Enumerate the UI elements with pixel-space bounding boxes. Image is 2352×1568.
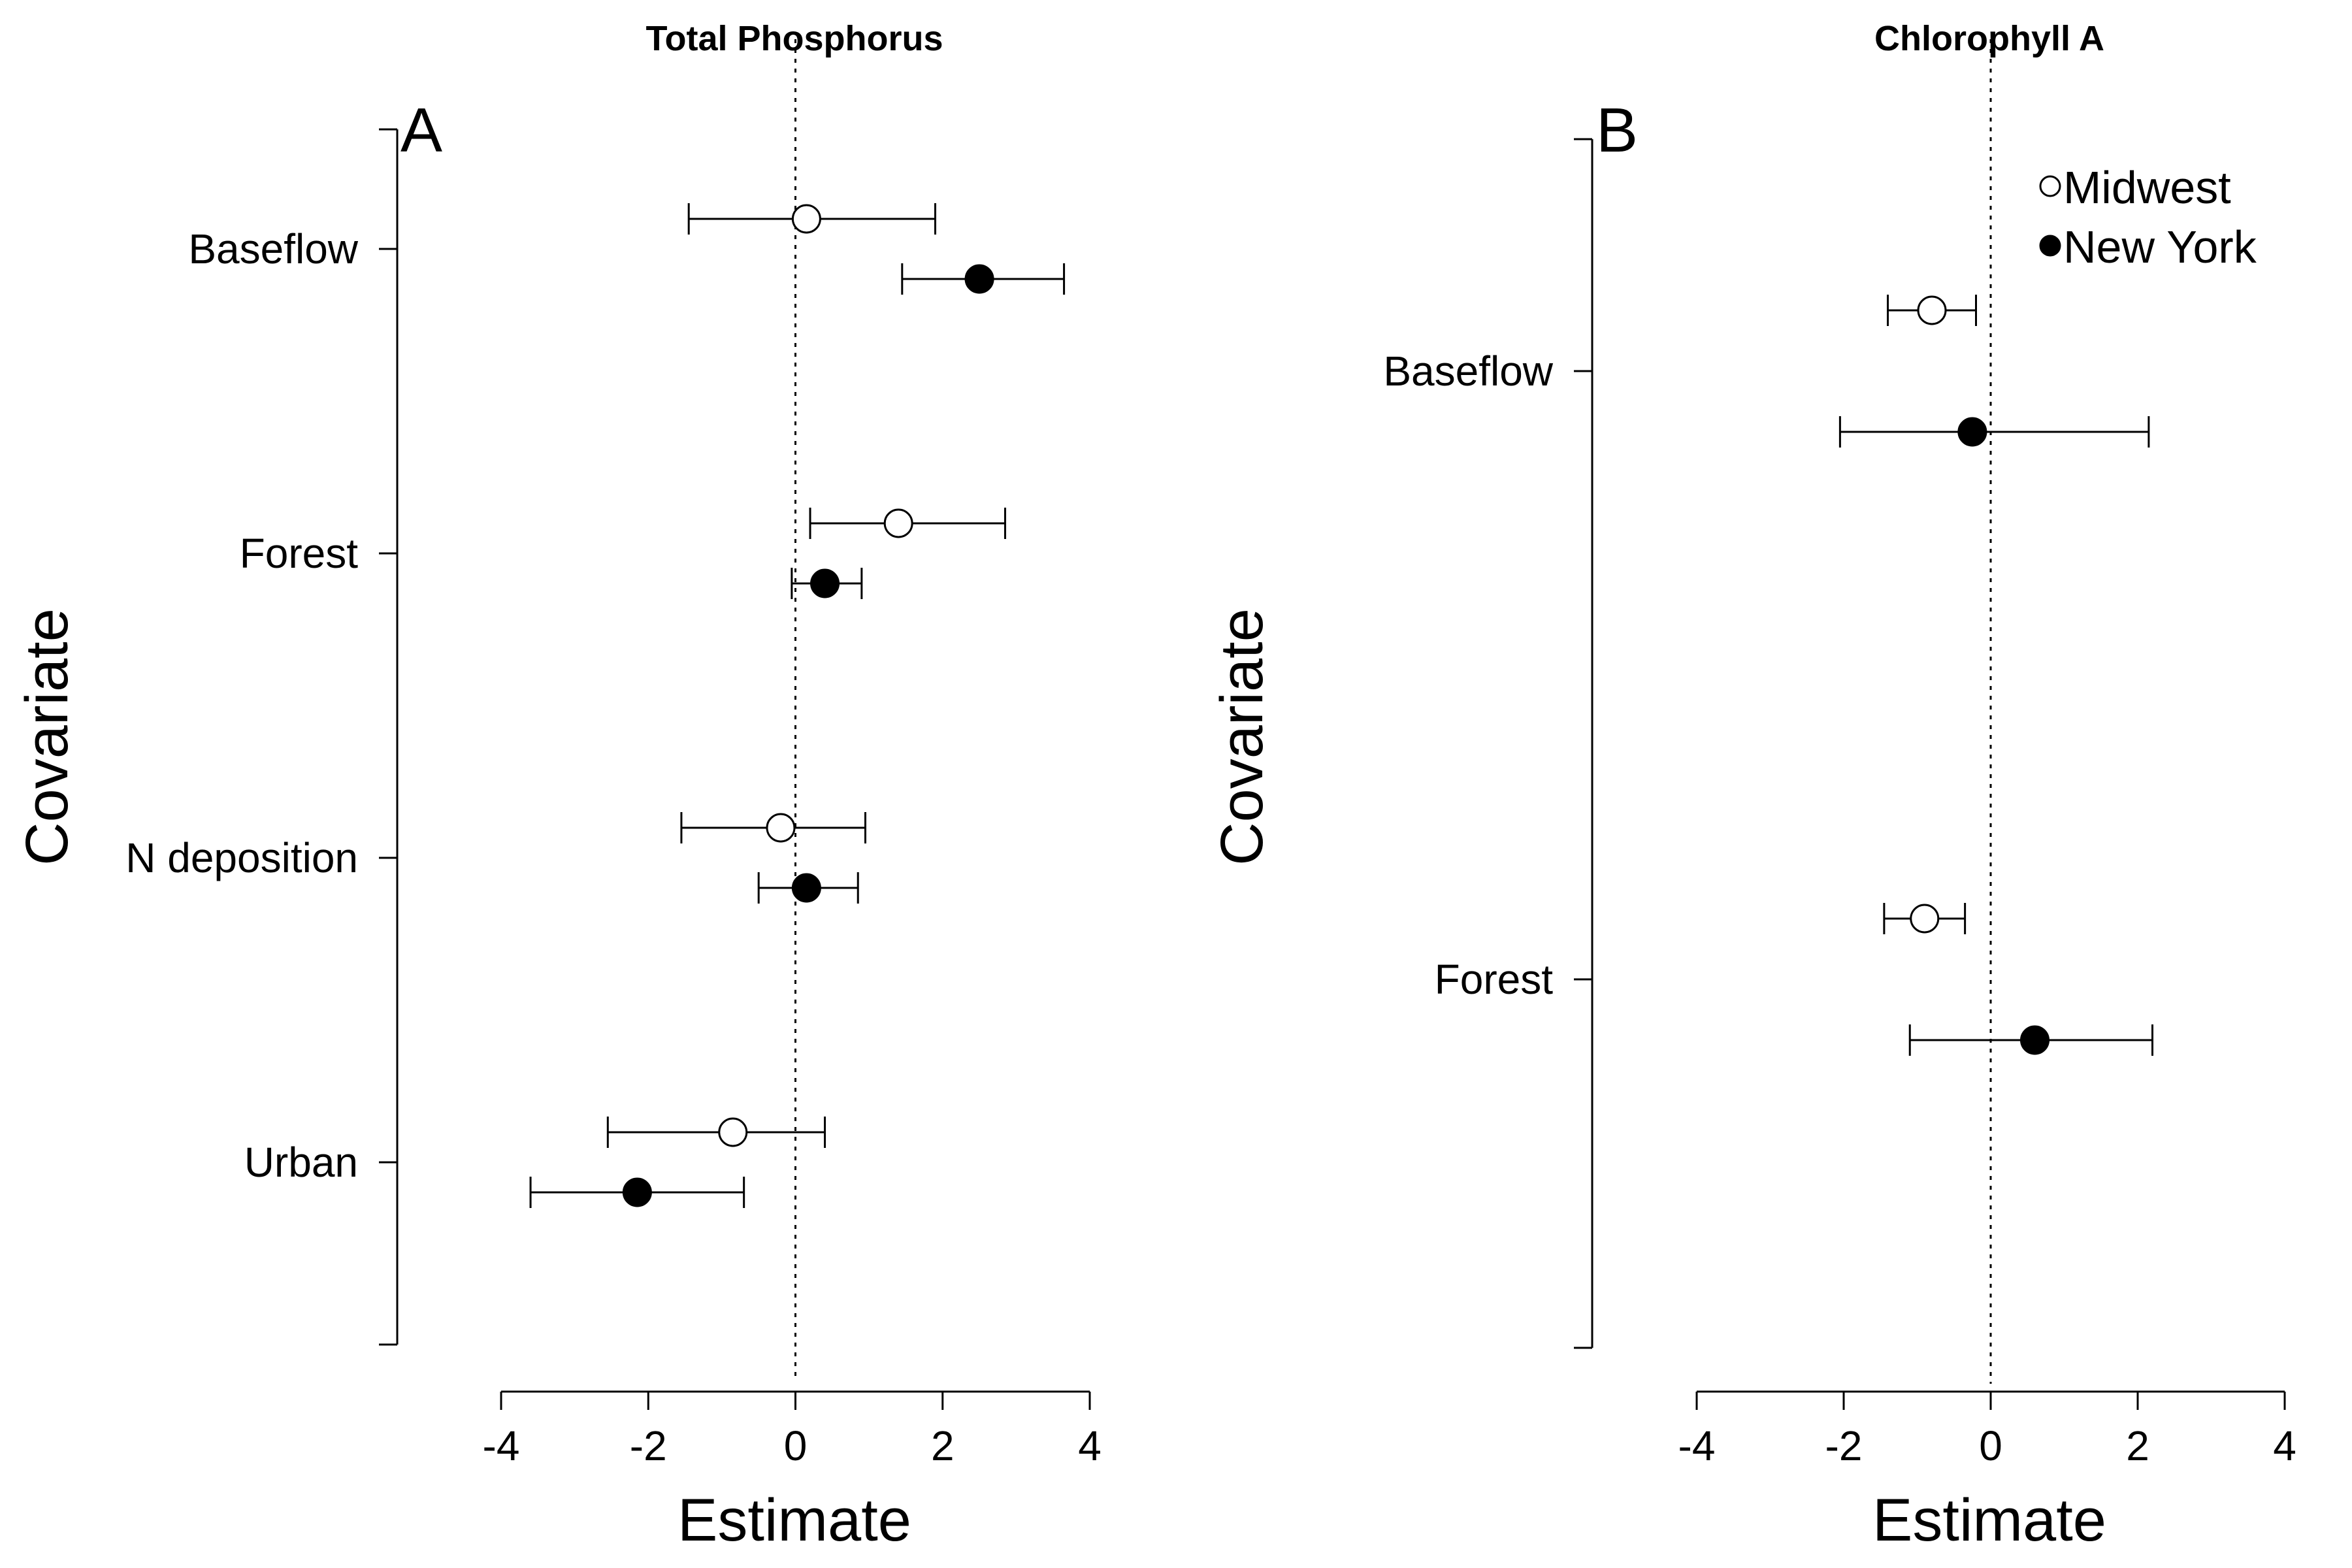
x-tick-label: 4 xyxy=(1078,1422,1102,1469)
y-tick-label: Forest xyxy=(1435,956,1554,1003)
point-new-york xyxy=(2020,1025,2050,1055)
x-axis-title: Estimate xyxy=(678,1487,911,1554)
y-axis-title: Covariate xyxy=(14,608,80,866)
x-tick-label: 0 xyxy=(1979,1422,2002,1469)
x-axis-title: Estimate xyxy=(1872,1487,2106,1554)
point-midwest xyxy=(718,1117,748,1147)
x-tick-label: 2 xyxy=(2126,1422,2149,1469)
legend-marker xyxy=(2039,235,2061,257)
point-new-york xyxy=(791,873,821,903)
legend-marker xyxy=(2039,175,2061,197)
x-tick-label: 4 xyxy=(2273,1422,2296,1469)
y-tick-label: Urban xyxy=(244,1139,358,1186)
y-tick-label: Forest xyxy=(240,530,359,577)
legend-label: New York xyxy=(2063,221,2257,272)
legend-label: Midwest xyxy=(2063,162,2231,213)
panel-label: B xyxy=(1596,95,1638,165)
x-tick-label: -2 xyxy=(1825,1422,1863,1469)
y-tick-label: Baseflow xyxy=(1383,348,1553,395)
point-midwest xyxy=(883,508,913,538)
point-midwest xyxy=(1910,904,1940,934)
point-new-york xyxy=(964,264,994,294)
x-tick-label: 0 xyxy=(784,1422,808,1469)
point-new-york xyxy=(810,568,840,598)
legend: Midwest New York xyxy=(2039,162,2257,272)
point-midwest xyxy=(1917,295,1947,325)
panel-chlorophyll-a: Chlorophyll A B Covariate Estimate Basef… xyxy=(1209,19,2296,1554)
point-midwest xyxy=(766,813,796,843)
y-axis-title: Covariate xyxy=(1209,608,1275,866)
x-tick-label: -2 xyxy=(630,1422,667,1469)
y-tick-label: Baseflow xyxy=(188,225,358,272)
point-new-york xyxy=(1957,417,1987,447)
point-new-york xyxy=(622,1177,652,1207)
point-midwest xyxy=(791,204,821,234)
x-tick-label: 2 xyxy=(931,1422,955,1469)
chart-title: Chlorophyll A xyxy=(1874,19,2104,58)
plot-area: Baseflow Forest N deposition Urban -4 -2 0 2 4 xyxy=(125,39,1102,1469)
plot-area: Baseflow Forest -4 -2 0 2 4 Midwest New York xyxy=(1383,39,2296,1469)
panel-label: A xyxy=(400,95,442,165)
y-tick-label: N deposition xyxy=(125,834,358,881)
x-tick-label: -4 xyxy=(483,1422,520,1469)
x-tick-label: -4 xyxy=(1678,1422,1716,1469)
panel-total-phosphorus: Total Phosphorus A Covariate Estimate Ba… xyxy=(14,19,1102,1554)
